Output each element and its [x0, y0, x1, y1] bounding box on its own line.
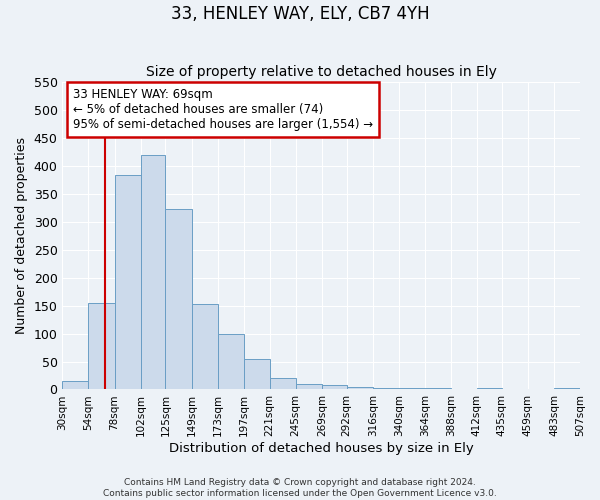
Text: 33, HENLEY WAY, ELY, CB7 4YH: 33, HENLEY WAY, ELY, CB7 4YH — [170, 5, 430, 23]
Bar — [296, 384, 322, 390]
Bar — [502, 389, 528, 390]
Bar — [425, 388, 451, 390]
Bar — [322, 385, 347, 390]
Bar — [269, 378, 296, 390]
Bar — [554, 388, 580, 390]
Bar — [115, 176, 140, 390]
Bar — [399, 388, 425, 390]
Y-axis label: Number of detached properties: Number of detached properties — [15, 138, 28, 334]
Bar — [218, 334, 244, 390]
Bar — [166, 209, 191, 390]
Text: 33 HENLEY WAY: 69sqm
← 5% of detached houses are smaller (74)
95% of semi-detach: 33 HENLEY WAY: 69sqm ← 5% of detached ho… — [73, 88, 373, 131]
Bar — [451, 389, 477, 390]
Bar — [88, 303, 115, 390]
X-axis label: Distribution of detached houses by size in Ely: Distribution of detached houses by size … — [169, 442, 473, 455]
Bar — [191, 304, 218, 390]
Bar — [347, 386, 373, 390]
Bar — [62, 381, 88, 390]
Bar — [140, 154, 166, 390]
Bar — [477, 388, 502, 390]
Text: Contains HM Land Registry data © Crown copyright and database right 2024.
Contai: Contains HM Land Registry data © Crown c… — [103, 478, 497, 498]
Bar — [528, 389, 554, 390]
Bar — [373, 388, 399, 390]
Bar — [244, 358, 269, 390]
Title: Size of property relative to detached houses in Ely: Size of property relative to detached ho… — [146, 66, 497, 80]
